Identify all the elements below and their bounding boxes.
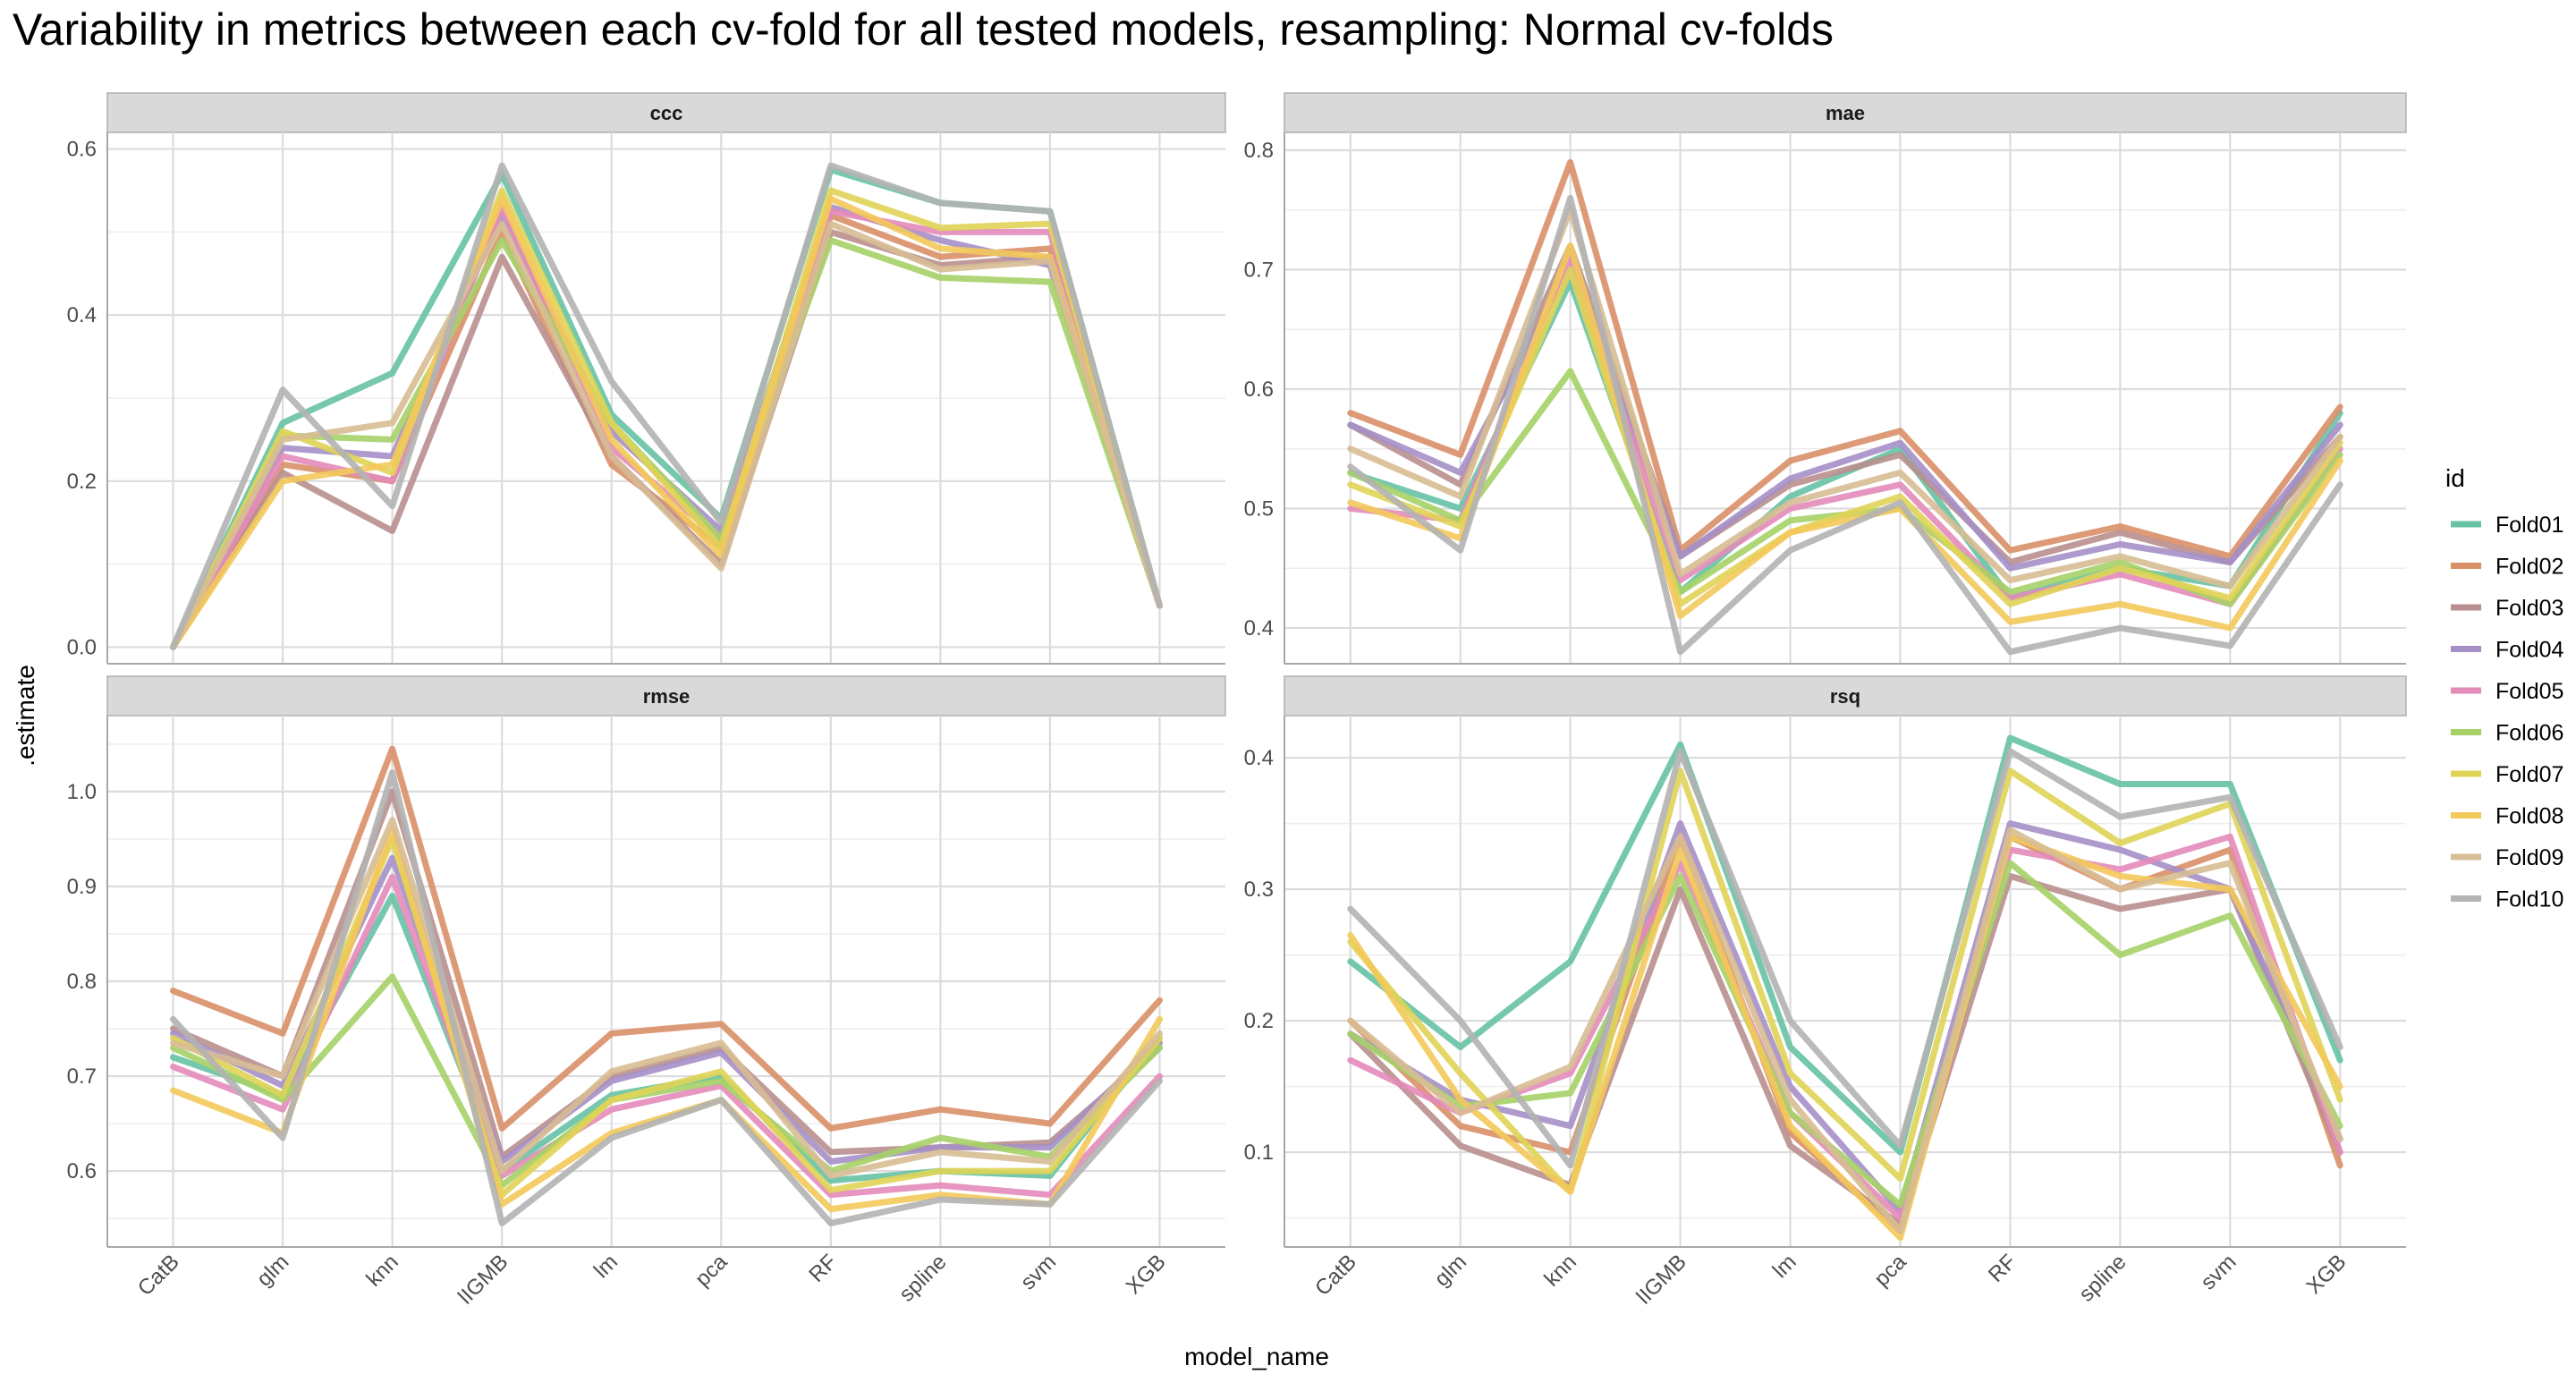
legend-title: id [2445, 464, 2465, 492]
x-tick-label: glm [1430, 1250, 1471, 1291]
series-line-fold10-rmse [170, 769, 1163, 1226]
series-line-fold08-mae [1347, 242, 2343, 632]
series-line-fold04-rsq [1347, 820, 2343, 1215]
x-tick-label: knn [1539, 1250, 1580, 1291]
x-tick-label: CatB [1310, 1250, 1361, 1301]
strip-label-mae: mae [1826, 102, 1865, 124]
strip-ccc [106, 92, 1226, 133]
x-tick-label: RF [1984, 1250, 2021, 1287]
series-line-fold10-mae [1347, 194, 2343, 656]
y-tick-label: 0.7 [67, 1064, 97, 1089]
series-line-fold01-rsq [1347, 734, 2343, 1156]
y-tick-label: 0.8 [1244, 139, 1274, 163]
x-tick-label: RF [804, 1250, 842, 1287]
series-line-fold02-rmse [170, 745, 1163, 1132]
y-tick-label: 0.6 [67, 1159, 97, 1183]
x-tick-label: XGB [1122, 1250, 1171, 1299]
y-tick-label: 0.1 [1244, 1141, 1274, 1165]
series-line-fold07-rsq [1347, 768, 2343, 1195]
panel-ccc: ccc 0.0 0.2 0.4 0.6 [67, 92, 1226, 665]
x-axis-title: model_name [1184, 1343, 1329, 1370]
strip-rmse [106, 675, 1226, 717]
y-tick-label: 0.3 [1244, 878, 1274, 902]
legend-label-fold06: Fold06 [2496, 721, 2563, 746]
x-tick-label: spline [2074, 1250, 2131, 1306]
series-line-fold01-ccc [170, 166, 1163, 650]
y-tick-label: 1.0 [67, 780, 97, 804]
legend-label-fold10: Fold10 [2496, 887, 2563, 912]
legend-label-fold09: Fold09 [2496, 845, 2563, 870]
x-tick-label: knn [361, 1250, 402, 1291]
x-tick-label: lm [589, 1250, 623, 1283]
y-tick-label: 0.2 [67, 470, 97, 494]
y-tick-label: 0.4 [1244, 746, 1274, 770]
series-line-fold10-ccc [170, 162, 1163, 650]
series-line-fold07-rmse [170, 835, 1163, 1199]
series-line-fold09-mae [1347, 207, 2343, 589]
strip-rsq [1284, 675, 2407, 717]
y-axis-title: .estimate [12, 665, 39, 767]
series-line-fold06-rmse [170, 973, 1163, 1189]
x-tick-label: lIGMB [453, 1250, 513, 1309]
legend-label-fold07: Fold07 [2496, 762, 2563, 787]
series-line-fold08-ccc [170, 195, 1163, 650]
x-tick-label: spline [894, 1250, 951, 1306]
series-line-fold09-ccc [170, 220, 1163, 650]
legend-label-fold03: Fold03 [2496, 596, 2563, 621]
legend-label-fold01: Fold01 [2496, 513, 2563, 538]
chart-title: Variability in metrics between each cv-f… [13, 4, 1834, 55]
strip-label-rsq: rsq [1830, 685, 1860, 708]
y-tick-label: 0.2 [1244, 1009, 1274, 1033]
series-line-fold02-mae [1347, 158, 2343, 560]
x-tick-label: pca [691, 1250, 733, 1292]
series-line-fold10-rsq [1347, 748, 2343, 1169]
x-tick-label: glm [252, 1250, 293, 1291]
panel-mae: mae 0.4 0.5 0.6 0.7 0.8 [1244, 92, 2407, 665]
x-tick-label: lIGMB [1632, 1250, 1691, 1309]
y-tick-label: 0.4 [1244, 616, 1274, 640]
y-tick-label: 0.5 [1244, 496, 1274, 521]
y-tick-label: 0.7 [1244, 259, 1274, 283]
x-tick-label: lm [1768, 1250, 1801, 1283]
legend-label-fold02: Fold02 [2496, 555, 2563, 580]
x-tick-label: svm [2196, 1250, 2241, 1294]
strip-label-rmse: rmse [643, 685, 691, 708]
legend: id Fold01 Fold02 Fold03 Fold04 Fold05 Fold06 F… [2445, 464, 2564, 912]
x-tick-label: CatB [133, 1250, 184, 1301]
y-tick-label: 0.6 [1244, 377, 1274, 402]
x-tick-label: XGB [2302, 1250, 2351, 1299]
legend-label-fold08: Fold08 [2496, 804, 2563, 829]
y-tick-label: 0.6 [67, 138, 97, 162]
x-tick-label: svm [1016, 1250, 1061, 1294]
legend-label-fold04: Fold04 [2496, 638, 2564, 663]
panel-rmse: rmse 0.6 0.7 0.8 0.9 1.0 CatB glm knn lIGMB lm pca R… [67, 675, 1226, 1309]
panels-layer: ccc 0.0 0.2 0.4 0.6 mae 0.4 0.5 0.6 0.7 0.8 rmse 0.6… [67, 92, 2407, 1309]
y-tick-label: 0.9 [67, 875, 97, 899]
series-line-fold05-rmse [170, 873, 1163, 1199]
panel-rsq: rsq 0.1 0.2 0.3 0.4 CatB glm knn lIGMB lm pca RF spl… [1244, 675, 2407, 1309]
strip-label-ccc: ccc [650, 102, 683, 124]
series-line-fold06-rsq [1347, 860, 2343, 1209]
y-tick-label: 0.8 [67, 970, 97, 994]
y-tick-label: 0.4 [67, 303, 97, 327]
y-tick-label: 0.0 [67, 635, 97, 659]
strip-mae [1284, 92, 2407, 133]
series-line-fold03-rmse [170, 788, 1163, 1160]
legend-label-fold05: Fold05 [2496, 679, 2563, 704]
x-tick-label: pca [1869, 1250, 1911, 1292]
series-line-fold08-rsq [1347, 833, 2343, 1242]
